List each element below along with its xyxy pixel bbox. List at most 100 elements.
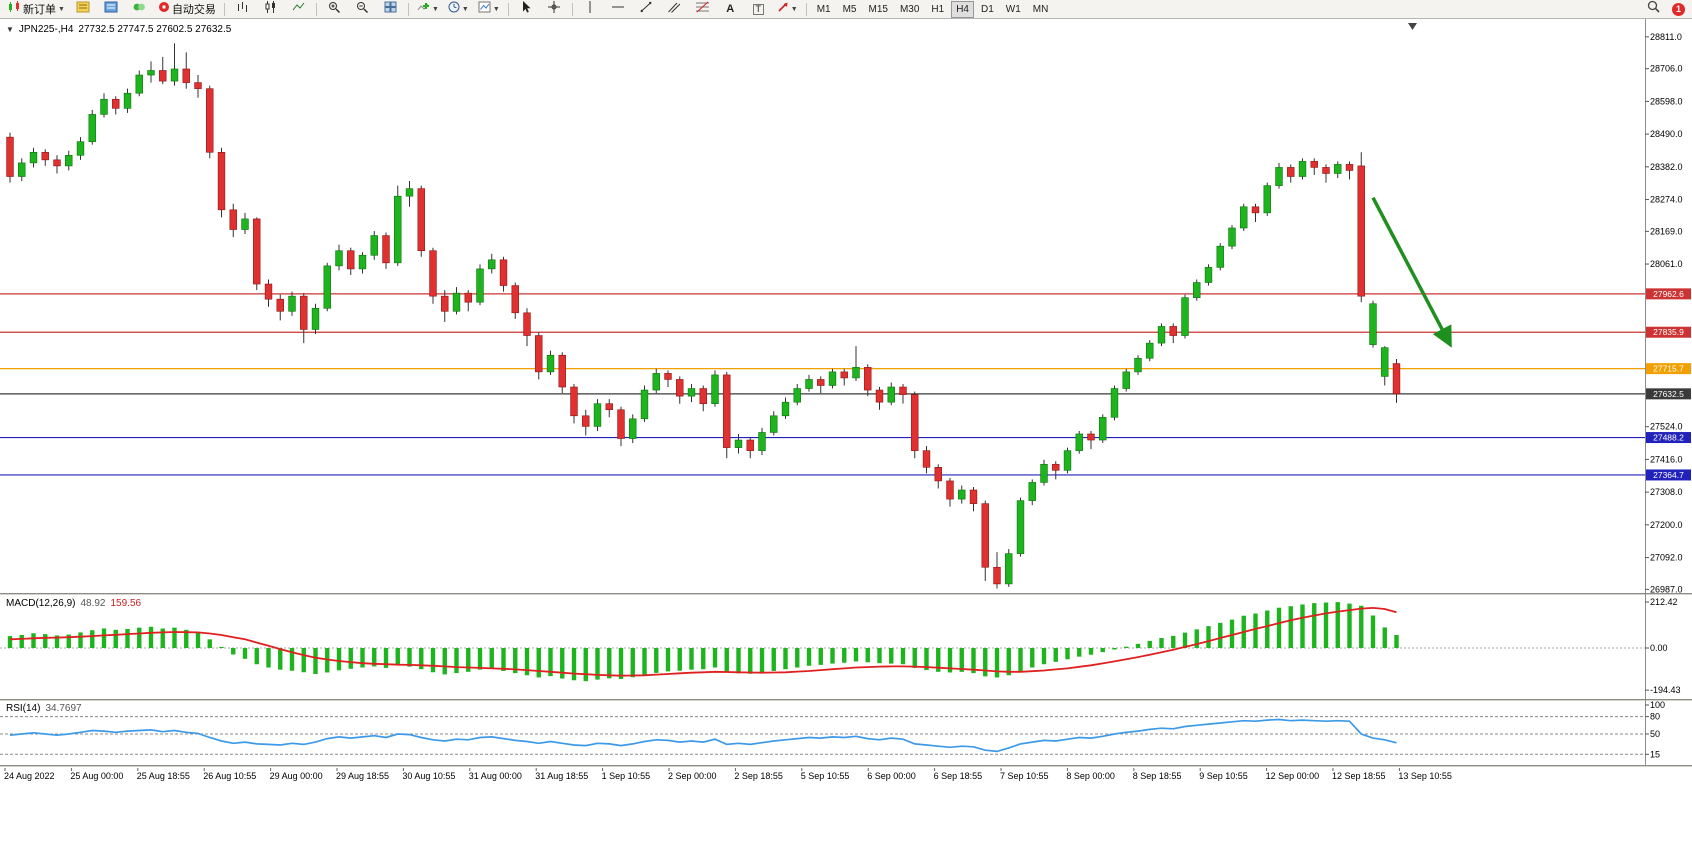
- cursor-icon: [521, 0, 532, 18]
- chart-canvas[interactable]: 28811.0 28706.0 28598.0 28490.0 28382.0 28274…: [0, 19, 1692, 847]
- timeframe-button-h1[interactable]: H1: [931, 3, 945, 15]
- new-order-button[interactable]: 新订单 ▼: [3, 0, 69, 18]
- search-button[interactable]: [1640, 0, 1667, 18]
- timeframe-button-d1[interactable]: D1: [981, 3, 994, 15]
- line-chart-icon: [292, 0, 305, 18]
- arrow-tool-icon: [777, 0, 789, 18]
- svg-text:-194.43: -194.43: [1650, 685, 1681, 695]
- template-icon: [478, 0, 491, 18]
- timeframe-button-mn[interactable]: MN: [1032, 3, 1049, 15]
- auto-trade-button[interactable]: 自动交易: [154, 0, 220, 18]
- svg-text:27364.7: 27364.7: [1653, 470, 1684, 480]
- svg-text:1 Sep 10:55: 1 Sep 10:55: [602, 771, 651, 781]
- dropdown-caret-icon: ▼: [790, 5, 798, 13]
- channel-icon: [668, 0, 681, 18]
- svg-text:28706.0: 28706.0: [1650, 64, 1683, 74]
- macd-name: MACD(12,26,9): [6, 598, 76, 609]
- navigator-button[interactable]: [126, 0, 153, 18]
- template-button[interactable]: ▼: [474, 0, 504, 18]
- svg-text:27416.0: 27416.0: [1650, 454, 1683, 464]
- zoom-out-button[interactable]: [349, 0, 376, 18]
- svg-text:6 Sep 18:55: 6 Sep 18:55: [934, 771, 983, 781]
- cursor-button[interactable]: [513, 0, 540, 18]
- toolbar-separator: [507, 2, 509, 16]
- svg-text:0.00: 0.00: [1650, 643, 1668, 653]
- notification-badge[interactable]: 1: [1672, 2, 1685, 16]
- svg-text:2 Sep 00:00: 2 Sep 00:00: [668, 771, 717, 781]
- svg-text:24 Aug 2022: 24 Aug 2022: [4, 771, 55, 781]
- crosshair-button[interactable]: [541, 0, 568, 18]
- period-button[interactable]: ▼: [444, 0, 473, 18]
- timeframe-group: M1 M5 M15 M30 H1 H4 D1 W1 MN: [811, 0, 1055, 18]
- svg-text:26987.0: 26987.0: [1650, 584, 1683, 594]
- svg-text:29 Aug 00:00: 29 Aug 00:00: [270, 771, 323, 781]
- svg-text:212.42: 212.42: [1650, 597, 1678, 607]
- svg-text:28382.0: 28382.0: [1650, 162, 1683, 172]
- svg-text:8 Sep 18:55: 8 Sep 18:55: [1133, 771, 1182, 781]
- text-label-button[interactable]: T: [745, 0, 772, 18]
- text-tool-glyph: A: [726, 2, 735, 15]
- svg-text:27632.5: 27632.5: [1653, 389, 1684, 399]
- chart-window: 28811.0 28706.0 28598.0 28490.0 28382.0 28274…: [0, 19, 1692, 847]
- timeframe-button-m1[interactable]: M1: [816, 3, 831, 15]
- annotations-layer: [1371, 196, 1452, 348]
- zoom-in-icon: [328, 0, 341, 18]
- svg-text:28061.0: 28061.0: [1650, 259, 1683, 269]
- chart-ohlc-values: 27732.5 27747.5 27602.5 27632.5: [78, 24, 232, 35]
- fibonacci-icon: [695, 0, 709, 18]
- macd-value-signal: 159.56: [110, 598, 142, 609]
- trendline-button[interactable]: [633, 0, 660, 18]
- data-window-icon: [104, 0, 118, 18]
- timeframe-button-m5[interactable]: M5: [842, 3, 857, 15]
- dropdown-caret-icon: ▼: [492, 5, 500, 13]
- channel-button[interactable]: [661, 0, 688, 18]
- svg-text:28274.0: 28274.0: [1650, 195, 1683, 205]
- chart-collapse-icon[interactable]: ▼: [6, 25, 14, 34]
- bar-chart-icon: [236, 0, 249, 18]
- candlestick-chart-button[interactable]: [257, 0, 284, 18]
- svg-text:31 Aug 18:55: 31 Aug 18:55: [535, 771, 588, 781]
- timeframe-button-h4[interactable]: H4: [951, 0, 974, 18]
- svg-text:27524.0: 27524.0: [1650, 422, 1683, 432]
- rsi-name: RSI(14): [6, 703, 41, 714]
- rsi-layer: 100 80 50 15: [0, 700, 1665, 759]
- market-watch-button[interactable]: [70, 0, 97, 18]
- timeframe-button-m15[interactable]: M15: [868, 3, 888, 15]
- indicators-button[interactable]: ▼: [413, 0, 443, 18]
- svg-text:6 Sep 00:00: 6 Sep 00:00: [867, 771, 916, 781]
- text-button[interactable]: A: [717, 0, 744, 18]
- line-chart-button[interactable]: [285, 0, 312, 18]
- svg-text:80: 80: [1650, 712, 1660, 722]
- zoom-in-button[interactable]: [321, 0, 348, 18]
- indicators-icon: [417, 0, 430, 18]
- vertical-line-button[interactable]: [577, 0, 604, 18]
- toolbar-separator: [805, 2, 807, 16]
- svg-text:27715.7: 27715.7: [1653, 364, 1684, 374]
- panel-separators: [0, 19, 1692, 768]
- timeframe-button-m30[interactable]: M30: [899, 3, 920, 15]
- candlestick-chart-icon: [264, 0, 277, 18]
- svg-text:50: 50: [1650, 729, 1660, 739]
- svg-text:15: 15: [1650, 749, 1660, 759]
- svg-text:25 Aug 18:55: 25 Aug 18:55: [137, 771, 190, 781]
- svg-text:7 Sep 10:55: 7 Sep 10:55: [1000, 771, 1049, 781]
- svg-text:28811.0: 28811.0: [1650, 32, 1682, 42]
- horizontal-line-button[interactable]: [605, 0, 632, 18]
- toolbar-separator: [223, 2, 225, 16]
- svg-text:30 Aug 10:55: 30 Aug 10:55: [402, 771, 455, 781]
- data-window-button[interactable]: [98, 0, 125, 18]
- horizontal-lines: 27962.6 27835.9 27715.7 27632.5 27488.2 27364…: [0, 288, 1691, 481]
- svg-text:27962.6: 27962.6: [1653, 289, 1684, 299]
- svg-text:8 Sep 00:00: 8 Sep 00:00: [1066, 771, 1115, 781]
- svg-text:27835.9: 27835.9: [1653, 327, 1684, 337]
- svg-text:28490.0: 28490.0: [1650, 129, 1683, 139]
- arrows-button[interactable]: ▼: [773, 0, 802, 18]
- toolbar-separator: [571, 2, 573, 16]
- timeframe-button-w1[interactable]: W1: [1005, 3, 1021, 15]
- fibonacci-button[interactable]: [689, 0, 716, 18]
- svg-text:27308.0: 27308.0: [1650, 487, 1683, 497]
- crosshair-icon: [548, 0, 561, 18]
- time-axis: 24 Aug 2022 25 Aug 00:00 25 Aug 18:55 26 Au…: [4, 768, 1452, 781]
- tile-windows-button[interactable]: [377, 0, 404, 18]
- bar-chart-button[interactable]: [229, 0, 256, 18]
